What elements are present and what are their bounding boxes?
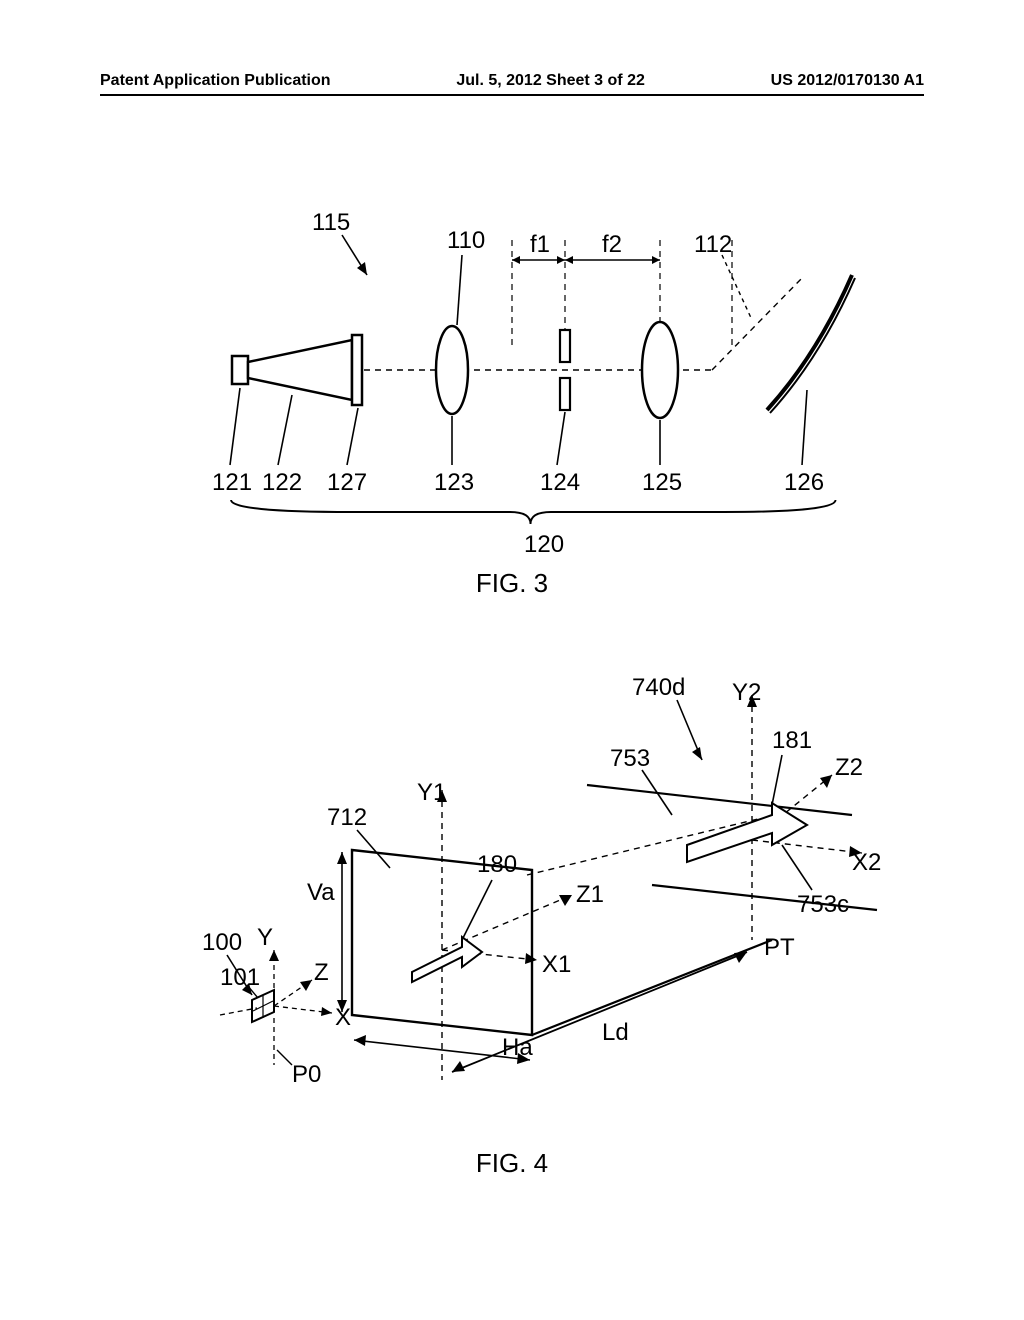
- axis-x-small-arrow: [321, 1007, 332, 1016]
- page-header: Patent Application Publication Jul. 5, 2…: [0, 72, 1024, 90]
- callout-123: 123: [434, 469, 474, 496]
- leader-181: [772, 755, 782, 805]
- axis-z2-arrow: [820, 775, 832, 788]
- leader-115-arrow: [357, 262, 367, 275]
- leader-110: [457, 255, 462, 325]
- callout-y1: Y1: [417, 779, 446, 806]
- callout-120: 120: [524, 531, 564, 558]
- axis-z1-arrow: [559, 895, 572, 906]
- callout-112: 112: [694, 231, 732, 258]
- callout-712: 712: [327, 804, 367, 831]
- callout-y2: Y2: [732, 679, 761, 706]
- figure-3-svg: 115 110 f1 f2 112 121 122 127 123 124 12…: [152, 180, 872, 560]
- callout-753: 753: [610, 745, 650, 772]
- callout-z2: Z2: [835, 754, 863, 781]
- brace-120: [231, 500, 836, 524]
- deflected-ray: [712, 278, 802, 370]
- callout-va: Va: [307, 879, 335, 906]
- fig3-label: FIG. 3: [0, 568, 1024, 599]
- callout-126: 126: [784, 469, 824, 496]
- figure-3-area: 115 110 f1 f2 112 121 122 127 123 124 12…: [0, 180, 1024, 599]
- element-125-lens: [642, 322, 678, 418]
- element-126-mirror: [767, 275, 852, 410]
- ld-arrow-a: [452, 1061, 465, 1072]
- callout-125: 125: [642, 469, 682, 496]
- callout-127: 127: [327, 469, 367, 496]
- leader-112: [722, 255, 752, 320]
- element-123-lens: [436, 326, 468, 414]
- leader-124: [557, 412, 565, 465]
- callout-y: Y: [257, 924, 273, 951]
- callout-z1: Z1: [576, 881, 604, 908]
- element-122: [248, 340, 352, 400]
- fig4-label: FIG. 4: [0, 1148, 1024, 1179]
- figure-4-area: 740d Y2 753 181 Z2 X2 753c PT Y1 712 180…: [0, 640, 1024, 1179]
- header-rule: [100, 94, 924, 96]
- callout-740d: 740d: [632, 674, 685, 701]
- axis-y-small-arrow: [269, 950, 279, 961]
- axis-z-small-arrow: [300, 980, 312, 991]
- callout-110: 110: [447, 227, 485, 254]
- figure-4-svg: 740d Y2 753 181 Z2 X2 753c PT Y1 712 180…: [132, 640, 892, 1140]
- element-127: [352, 335, 362, 405]
- callout-ha: Ha: [502, 1034, 533, 1061]
- ld-arrow-b: [734, 952, 747, 963]
- header-center: Jul. 5, 2012 Sheet 3 of 22: [456, 72, 645, 90]
- leader-127: [347, 408, 358, 465]
- axis-x2: [752, 840, 862, 853]
- line-712-top: [587, 785, 852, 815]
- callout-x2: X2: [852, 849, 881, 876]
- header-right: US 2012/0170130 A1: [771, 72, 924, 90]
- callout-f2: f2: [602, 231, 622, 258]
- leader-122: [278, 395, 292, 465]
- callout-z: Z: [314, 959, 329, 986]
- leader-p0: [277, 1050, 292, 1065]
- callout-181: 181: [772, 727, 812, 754]
- leader-740d-arrow: [692, 747, 702, 760]
- callout-x: X: [335, 1004, 351, 1031]
- callout-f1: f1: [530, 231, 550, 258]
- callout-124: 124: [540, 469, 580, 496]
- callout-ld: Ld: [602, 1019, 629, 1046]
- leader-126: [802, 390, 807, 465]
- callout-115: 115: [312, 209, 350, 236]
- ha-arrow-a: [354, 1035, 366, 1046]
- va-arrow-a: [337, 852, 347, 864]
- leader-753c: [782, 845, 812, 890]
- header-left: Patent Application Publication: [100, 72, 331, 90]
- callout-122: 122: [262, 469, 302, 496]
- element-121: [232, 356, 248, 384]
- callout-121: 121: [212, 469, 252, 496]
- callout-101: 101: [220, 964, 260, 991]
- callout-x1: X1: [542, 951, 571, 978]
- callout-753c: 753c: [797, 891, 849, 918]
- callout-pt: PT: [764, 934, 795, 961]
- arrow-181: [687, 803, 807, 862]
- callout-180: 180: [477, 851, 517, 878]
- leader-121: [230, 388, 240, 465]
- callout-100: 100: [202, 929, 242, 956]
- callout-p0: P0: [292, 1061, 321, 1088]
